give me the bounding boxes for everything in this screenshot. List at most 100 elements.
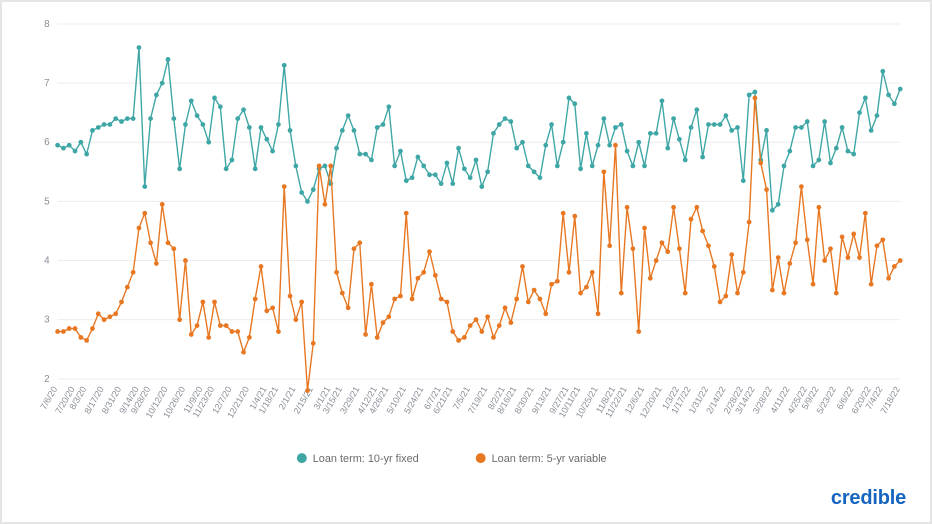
series-point	[55, 329, 60, 334]
series-point	[404, 178, 409, 183]
series-point	[456, 146, 461, 151]
series-point	[293, 317, 298, 322]
series-point	[694, 205, 699, 210]
series-point	[474, 317, 479, 322]
series-point	[183, 258, 188, 263]
series-point	[456, 338, 461, 343]
series-point	[421, 270, 426, 275]
series-point	[747, 220, 752, 225]
series-point	[479, 184, 484, 189]
series-point	[671, 116, 676, 121]
series-point	[427, 249, 432, 254]
series-point	[392, 164, 397, 169]
series-point	[706, 122, 711, 127]
series-point	[677, 246, 682, 251]
series-point	[334, 270, 339, 275]
series-point	[898, 87, 903, 92]
series-point	[299, 300, 304, 305]
series-point	[439, 181, 444, 186]
series-point	[462, 166, 467, 171]
series-point	[741, 178, 746, 183]
series-point	[189, 98, 194, 103]
series-point	[375, 125, 380, 130]
series-point	[654, 258, 659, 263]
series-point	[776, 202, 781, 207]
series-point	[398, 149, 403, 154]
series-point	[816, 205, 821, 210]
series-point	[479, 329, 484, 334]
series-point	[764, 187, 769, 192]
series-point	[834, 291, 839, 296]
series-point	[84, 152, 89, 157]
series-point	[218, 323, 223, 328]
series-point	[230, 329, 235, 334]
series-point	[102, 317, 107, 322]
legend-label: Loan term: 5-yr variable	[492, 453, 607, 465]
series-point	[253, 297, 258, 302]
chart-frame: 23456787/6/207/20/208/3/208/17/208/31/20…	[0, 0, 932, 524]
series-point	[386, 104, 391, 109]
y-tick-label: 2	[44, 374, 50, 385]
series-point	[840, 125, 845, 130]
series-point	[689, 217, 694, 222]
series-point	[195, 323, 200, 328]
series-point	[410, 297, 415, 302]
series-point	[491, 335, 496, 340]
series-point	[683, 291, 688, 296]
series-point	[892, 101, 897, 106]
series-point	[474, 158, 479, 163]
series-point	[782, 164, 787, 169]
series-point	[828, 161, 833, 166]
series-point	[416, 276, 421, 281]
series-point	[683, 158, 688, 163]
series-point	[137, 226, 142, 231]
series-point	[497, 122, 502, 127]
series-point	[596, 311, 601, 316]
y-tick-label: 3	[44, 315, 50, 326]
series-point	[805, 119, 810, 124]
series-point	[543, 143, 548, 148]
series-point	[247, 125, 252, 130]
series-point	[840, 235, 845, 240]
series-point	[753, 90, 758, 95]
series-point	[363, 332, 368, 337]
series-point	[851, 232, 856, 237]
series-point	[508, 320, 513, 325]
series-point	[218, 104, 223, 109]
series-point	[514, 146, 519, 151]
series-point	[235, 116, 240, 121]
series-point	[108, 122, 113, 127]
series-point	[869, 282, 874, 287]
series-point	[131, 270, 136, 275]
series-point	[631, 246, 636, 251]
series-point	[166, 240, 171, 245]
series-point	[212, 300, 217, 305]
series-point	[601, 169, 606, 174]
series-point	[421, 164, 426, 169]
series-point	[753, 96, 758, 101]
series-point	[363, 152, 368, 157]
series-point	[654, 131, 659, 136]
series-point	[898, 258, 903, 263]
series-point	[311, 187, 316, 192]
series-point	[450, 181, 455, 186]
series-point	[863, 211, 868, 216]
series-point	[567, 270, 572, 275]
series-point	[584, 285, 589, 290]
y-tick-label: 8	[44, 19, 50, 30]
series-point	[142, 184, 147, 189]
series-point	[131, 116, 136, 121]
series-point	[195, 113, 200, 118]
series-point	[671, 205, 676, 210]
series-point	[352, 246, 357, 251]
series-point	[323, 164, 328, 169]
series-point	[67, 326, 72, 331]
series-point	[160, 81, 165, 86]
series-point	[770, 288, 775, 293]
series-point	[538, 297, 543, 302]
series-point	[846, 255, 851, 260]
series-point	[305, 199, 310, 204]
series-point	[561, 211, 566, 216]
series-point	[555, 164, 560, 169]
series-point	[119, 119, 124, 124]
